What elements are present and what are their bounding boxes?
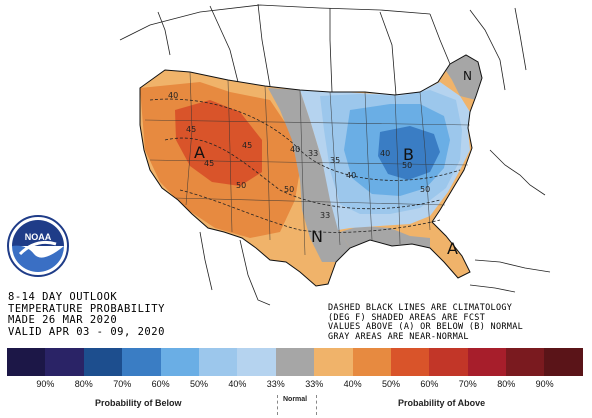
noaa-logo: NOAA xyxy=(7,215,69,277)
region-n-south-label: N xyxy=(311,227,323,246)
legend-swatch xyxy=(467,348,507,376)
legend-tick-label: 70% xyxy=(458,379,477,389)
made-date: MADE 26 MAR 2020 xyxy=(8,314,118,326)
contour-label: 45 xyxy=(242,141,252,150)
legend-tick-label: 90% xyxy=(36,379,55,389)
legend-tick-label: 70% xyxy=(113,379,132,389)
legend-swatch xyxy=(390,348,430,376)
legend-ticks: 90% 80% 70% 60% 50% 40% 33% 33% 40% 50% 60% 70% 80% 9… xyxy=(7,379,583,391)
contour-label: 33 xyxy=(320,211,330,220)
legend-tick-label: 40% xyxy=(228,379,247,389)
legend-swatch xyxy=(7,348,46,376)
legend-tick-label: 33% xyxy=(305,379,324,389)
contour-label: 40 xyxy=(290,145,300,154)
valid-dates: VALID APR 03 - 09, 2020 xyxy=(8,325,165,338)
region-b-label: B xyxy=(403,145,414,164)
basemap-borders xyxy=(119,3,551,306)
legend-tick-label: 80% xyxy=(497,379,516,389)
normal-divider-left xyxy=(277,395,278,415)
legend-tick-label: 33% xyxy=(266,379,285,389)
probability-legend xyxy=(7,348,583,376)
legend-swatch xyxy=(429,348,468,376)
legend-swatch xyxy=(198,348,238,376)
legend-swatch xyxy=(275,348,315,376)
legend-swatch xyxy=(314,348,353,376)
normal-divider-right xyxy=(316,395,317,415)
region-labels: A A B N N xyxy=(194,69,472,258)
legend-tick-label: 60% xyxy=(420,379,439,389)
near-normal-region xyxy=(268,88,350,262)
contour-label: 50 xyxy=(236,181,246,190)
legend-tick-label: 90% xyxy=(535,379,554,389)
normal-caption: Normal xyxy=(283,396,308,403)
legend-tick-label: 40% xyxy=(343,379,362,389)
legend-swatch xyxy=(506,348,545,376)
note-line: DASHED BLACK LINES ARE CLIMATOLOGY xyxy=(328,303,513,313)
outlook-subtitle: TEMPERATURE PROBABILITY xyxy=(8,302,165,315)
legend-swatch xyxy=(160,348,199,376)
legend-swatch xyxy=(352,348,391,376)
legend-swatch xyxy=(122,348,161,376)
region-n-northeast-label: N xyxy=(463,69,472,83)
contour-label: 40 xyxy=(380,149,390,158)
contour-label: 40 xyxy=(168,91,178,100)
contour-label: 35 xyxy=(330,156,340,165)
region-a-west-label: A xyxy=(194,143,205,162)
note-line: VALUES ABOVE (A) OR BELOW (B) NORMAL xyxy=(328,322,524,333)
contour-label: 45 xyxy=(186,125,196,134)
near-normal-northeast xyxy=(440,55,482,100)
outlook-title: 8-14 DAY OUTLOOK xyxy=(8,291,118,303)
state-lines xyxy=(144,71,471,256)
outlook-map: 40 45 45 45 50 40 33 35 40 50 50 33 40 5… xyxy=(119,3,551,306)
legend-swatch xyxy=(544,348,583,376)
legend-swatch xyxy=(237,348,276,376)
map-notes: DASHED BLACK LINES ARE CLIMATOLOGY (DEG … xyxy=(328,303,524,342)
legend-tick-label: 80% xyxy=(74,379,93,389)
logo-text: NOAA xyxy=(25,232,52,242)
us-outline xyxy=(139,54,483,287)
contour-labels: 40 45 45 45 50 40 33 35 40 50 50 33 40 5… xyxy=(168,91,430,220)
contour-label: 33 xyxy=(308,149,318,158)
note-line: GRAY AREAS ARE NEAR-NORMAL xyxy=(328,331,469,342)
contour-label: 50 xyxy=(284,185,294,194)
region-a-southeast-label: A xyxy=(447,239,458,258)
legend-captions: Probability of Below Normal Probability … xyxy=(0,396,592,414)
contour-label: 45 xyxy=(204,159,214,168)
legend-swatch xyxy=(83,348,123,376)
note-line: (DEG F) SHADED AREAS ARE FCST xyxy=(328,312,486,323)
contour-label: 40 xyxy=(346,171,356,180)
legend-tick-label: 50% xyxy=(381,379,400,389)
below-60-region xyxy=(378,126,440,180)
contour-label: 50 xyxy=(420,185,430,194)
climatology-contours xyxy=(149,98,461,233)
below-caption: Probability of Below xyxy=(95,398,182,408)
legend-swatch xyxy=(45,348,84,376)
contour-label: 50 xyxy=(402,161,412,170)
legend-tick-label: 50% xyxy=(189,379,208,389)
outlook-title-block: 8-14 DAY OUTLOOK TEMPERATURE PROBABILITY… xyxy=(8,291,165,338)
above-caption: Probability of Above xyxy=(398,398,486,408)
legend-tick-label: 60% xyxy=(151,379,170,389)
